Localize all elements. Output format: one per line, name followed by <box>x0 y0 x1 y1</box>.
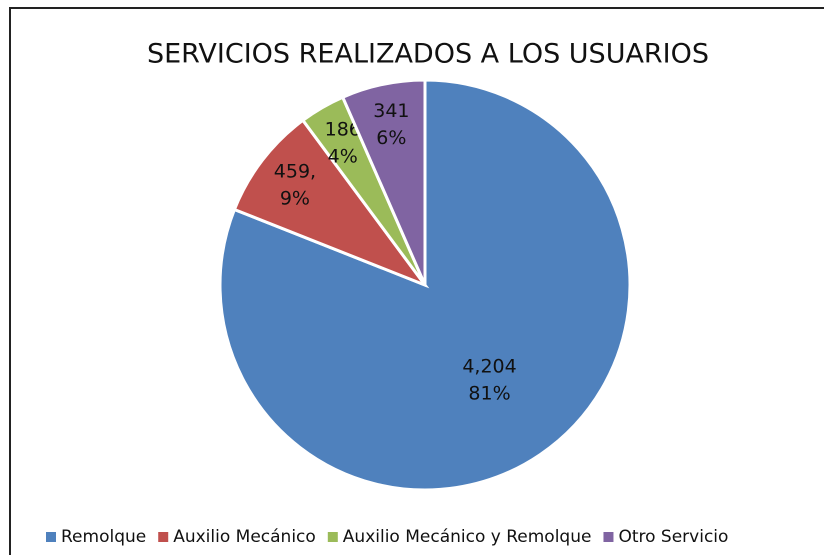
chart-title: SERVICIOS REALIZADOS A LOS USUARIOS <box>147 39 709 70</box>
legend-label: Otro Servicio <box>618 527 728 547</box>
percent-label: 6% <box>376 127 406 149</box>
legend-swatch <box>327 532 338 542</box>
data-label: 459, <box>274 161 316 183</box>
legend-swatch <box>603 532 614 542</box>
legend-label: Remolque <box>61 527 146 547</box>
legend-label: Auxilio Mecánico y Remolque <box>343 527 592 547</box>
data-label: 4,204 <box>462 355 516 377</box>
percent-label: 9% <box>280 188 310 210</box>
data-label: 186 <box>325 119 361 141</box>
legend-swatch <box>46 532 56 542</box>
pie-slice <box>232 118 430 289</box>
data-label: 341 <box>373 100 409 122</box>
legend-label: Auxilio Mecánico <box>173 527 316 547</box>
percent-label: 81% <box>468 382 510 404</box>
percent-label: 4% <box>328 146 358 168</box>
pie-slice <box>340 78 427 286</box>
legend-swatch <box>158 532 169 542</box>
